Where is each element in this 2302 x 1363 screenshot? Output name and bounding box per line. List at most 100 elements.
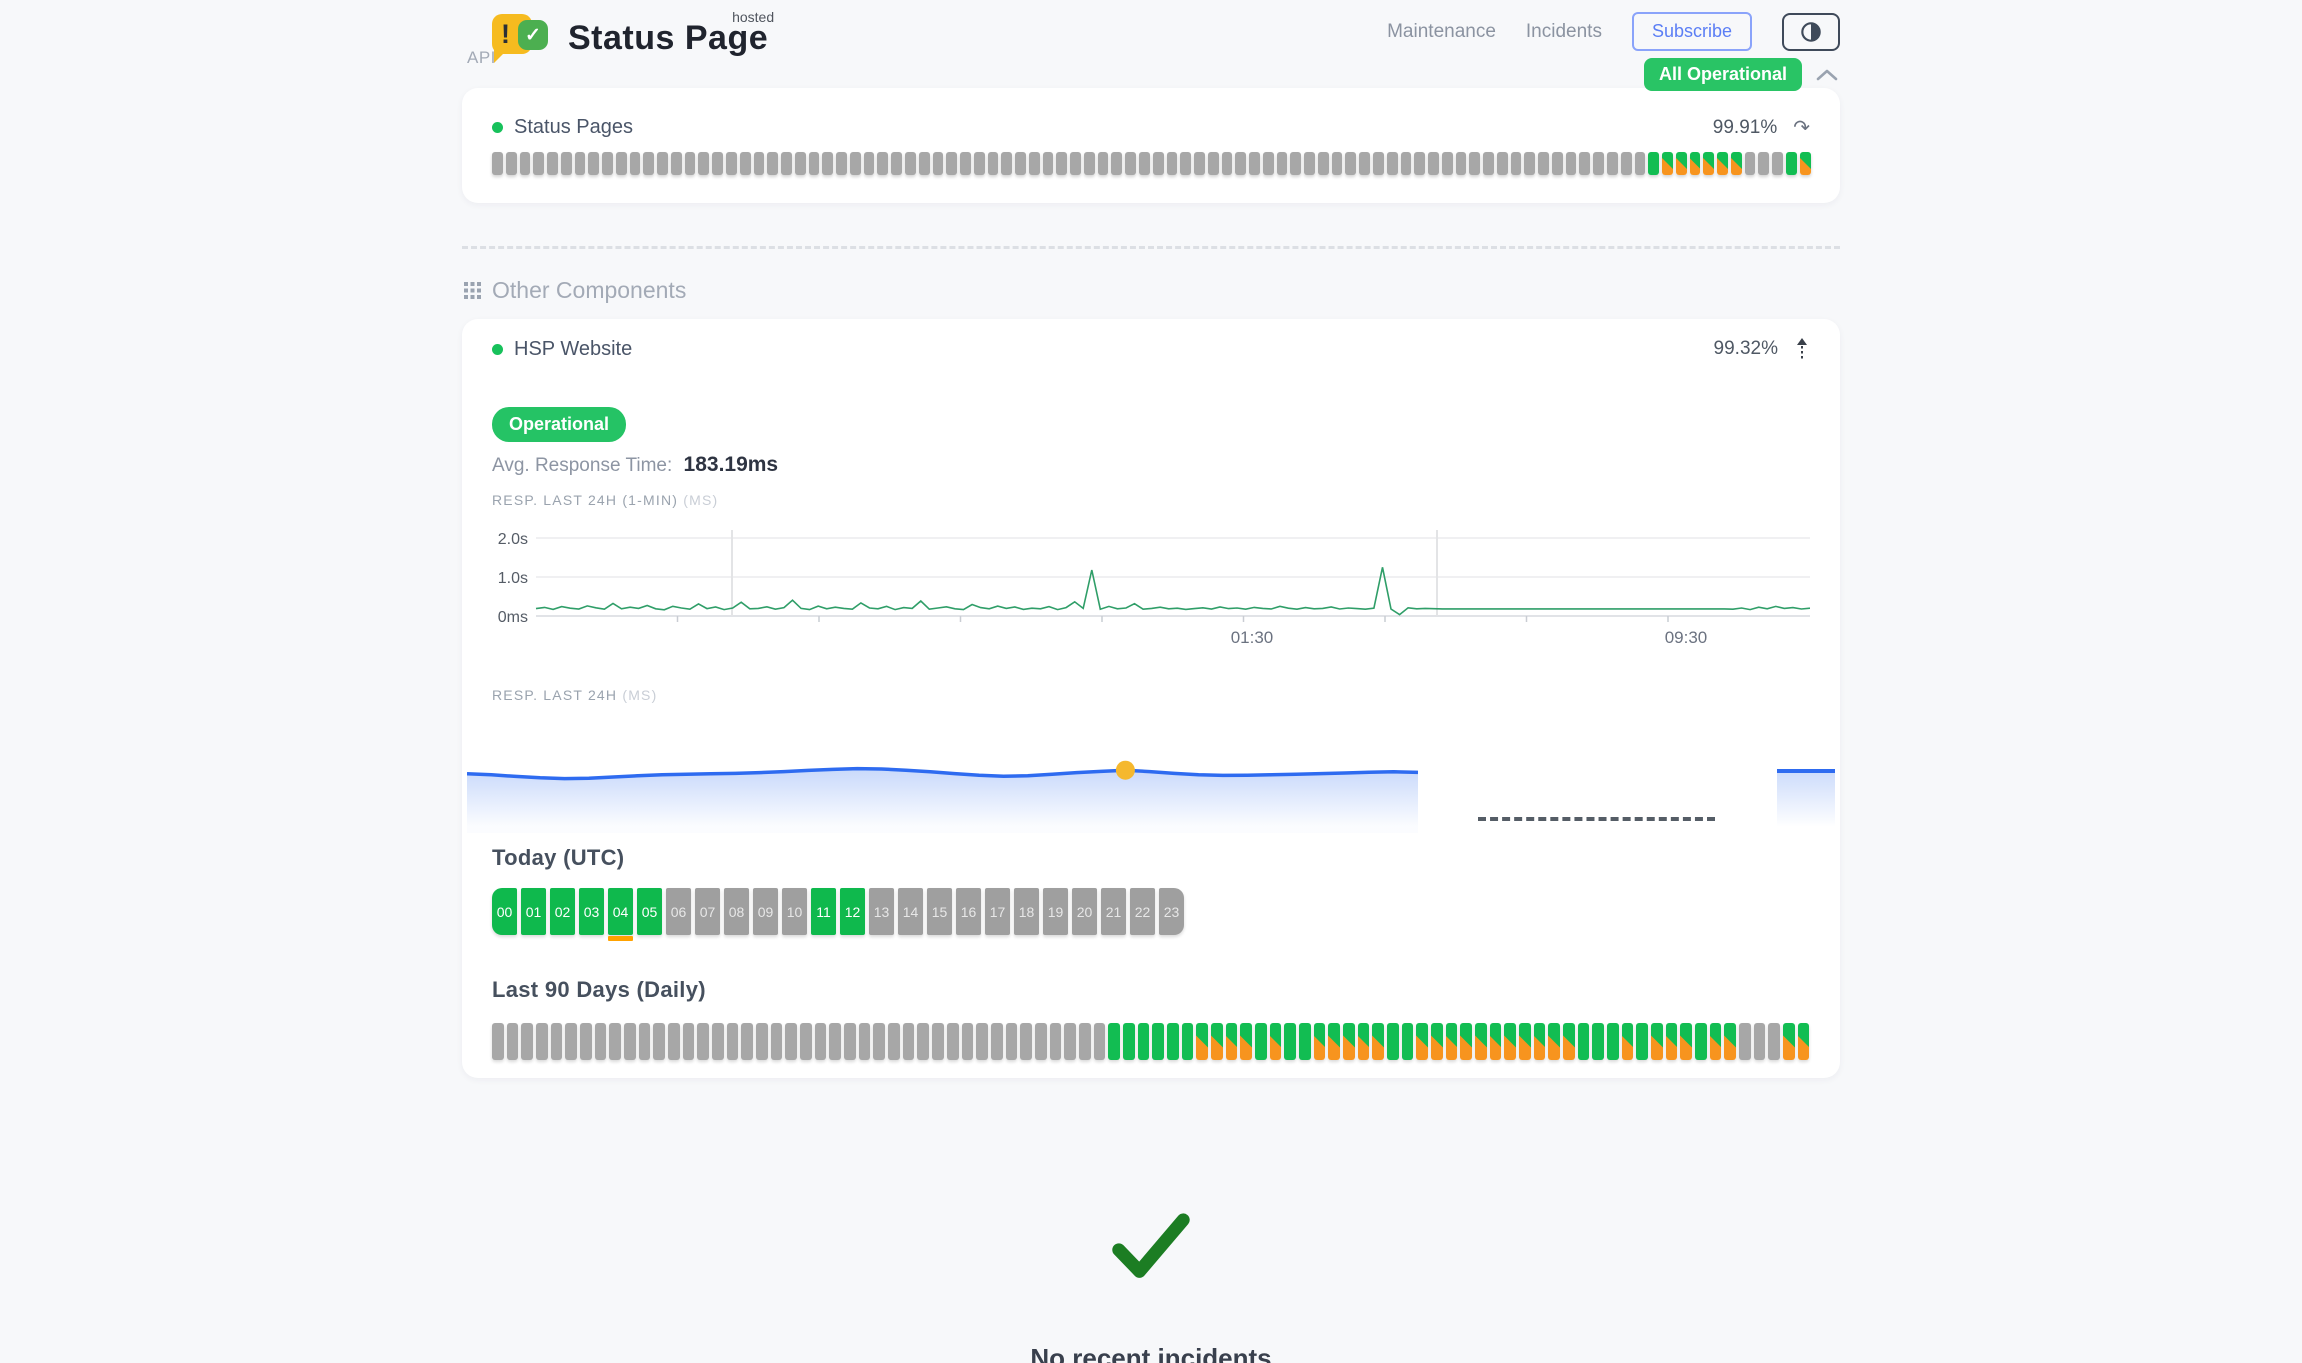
uptime-bar[interactable] <box>1797 1023 1810 1060</box>
hour-block-12[interactable]: 12 <box>840 888 865 935</box>
uptime-bar[interactable] <box>1695 1023 1707 1060</box>
subscribe-button[interactable]: Subscribe <box>1631 12 1752 51</box>
uptime-bar[interactable] <box>946 1023 959 1060</box>
uptime-bar[interactable] <box>1262 152 1274 175</box>
uptime-bar[interactable] <box>1015 152 1026 175</box>
uptime-bar[interactable] <box>808 152 820 175</box>
uptime-bar[interactable] <box>1504 1023 1517 1060</box>
chevron-up-icon[interactable] <box>1814 66 1840 84</box>
uptime-bar[interactable] <box>844 1023 856 1060</box>
uptime-bar[interactable] <box>492 152 503 175</box>
uptime-bar[interactable] <box>918 152 930 175</box>
uptime-bar[interactable] <box>1304 152 1315 175</box>
hour-block-06[interactable]: 06 <box>666 888 691 935</box>
uptime-bar[interactable] <box>1235 152 1247 175</box>
uptime-bar[interactable] <box>1709 1023 1722 1060</box>
uptime-bar[interactable] <box>1083 152 1095 175</box>
uptime-bar[interactable] <box>726 1023 739 1060</box>
uptime-bar[interactable] <box>1445 1023 1458 1060</box>
uptime-bar[interactable] <box>629 152 641 175</box>
refresh-icon[interactable]: ↷ <box>1793 116 1810 139</box>
uptime-bar[interactable] <box>1269 1023 1282 1060</box>
uptime-bar[interactable] <box>1284 1023 1296 1060</box>
uptime-bar[interactable] <box>1577 1023 1590 1060</box>
uptime-bar[interactable] <box>609 1023 622 1060</box>
uptime-bar[interactable] <box>1342 1023 1355 1060</box>
hour-block-17[interactable]: 17 <box>985 888 1010 935</box>
uptime-bar[interactable] <box>960 152 971 175</box>
uptime-bar[interactable] <box>1254 1023 1267 1060</box>
uptime-bar[interactable] <box>1483 152 1494 175</box>
uptime-bar[interactable] <box>550 1023 563 1060</box>
uptime-bar[interactable] <box>712 1023 724 1060</box>
uptime-bar[interactable] <box>902 1023 915 1060</box>
uptime-bar[interactable] <box>1651 1023 1663 1060</box>
hour-block-00[interactable]: 00 <box>492 888 517 935</box>
uptime-bar[interactable] <box>1345 152 1357 175</box>
uptime-bar[interactable] <box>565 1023 578 1060</box>
uptime-bar[interactable] <box>1240 1023 1252 1060</box>
theme-toggle-button[interactable] <box>1782 12 1840 51</box>
nav-link-incidents[interactable]: Incidents <box>1525 20 1602 42</box>
uptime-bar[interactable] <box>1460 1023 1473 1060</box>
uptime-bar[interactable] <box>1328 1023 1340 1060</box>
uptime-bar[interactable] <box>1317 152 1329 175</box>
hour-block-08[interactable]: 08 <box>724 888 749 935</box>
uptime-bar[interactable] <box>1386 1023 1399 1060</box>
uptime-bar[interactable] <box>505 152 517 175</box>
uptime-bar[interactable] <box>536 1023 548 1060</box>
uptime-bar[interactable] <box>1524 152 1536 175</box>
hour-block-04[interactable]: 04 <box>608 888 633 941</box>
uptime-bar[interactable] <box>1331 152 1343 175</box>
uptime-bar[interactable] <box>1097 152 1109 175</box>
uptime-bar[interactable] <box>1111 152 1123 175</box>
uptime-bar[interactable] <box>814 1023 827 1060</box>
uptime-bar[interactable] <box>653 1023 666 1060</box>
uptime-bar[interactable] <box>836 152 847 175</box>
hour-block-16[interactable]: 16 <box>956 888 981 935</box>
uptime-bar[interactable] <box>1064 1023 1076 1060</box>
uptime-bar[interactable] <box>1122 1023 1135 1060</box>
uptime-bar[interactable] <box>1680 1023 1693 1060</box>
uptime-bar[interactable] <box>904 152 916 175</box>
uptime-bar[interactable] <box>1565 152 1577 175</box>
uptime-bar[interactable] <box>990 1023 1003 1060</box>
uptime-bar[interactable] <box>1152 152 1164 175</box>
uptime-bar[interactable] <box>781 152 792 175</box>
uptime-bar[interactable] <box>1519 1023 1531 1060</box>
uptime-bar[interactable] <box>770 1023 783 1060</box>
uptime-bar[interactable] <box>638 1023 651 1060</box>
uptime-bar[interactable] <box>1648 152 1660 175</box>
uptime-bar[interactable] <box>829 1023 842 1060</box>
uptime-bar[interactable] <box>739 152 751 175</box>
uptime-bar[interactable] <box>1592 1023 1605 1060</box>
uptime-bar[interactable] <box>1768 1023 1781 1060</box>
uptime-bar[interactable] <box>987 152 999 175</box>
uptime-bar[interactable] <box>1428 152 1439 175</box>
uptime-bar[interactable] <box>643 152 655 175</box>
hour-block-20[interactable]: 20 <box>1072 888 1097 935</box>
uptime-bar[interactable] <box>1455 152 1467 175</box>
uptime-bar[interactable] <box>1414 152 1426 175</box>
uptime-bar[interactable] <box>1758 152 1770 175</box>
hour-block-14[interactable]: 14 <box>898 888 923 935</box>
uptime-bar[interactable] <box>1108 1023 1120 1060</box>
uptime-bar[interactable] <box>877 152 889 175</box>
uptime-bar[interactable] <box>858 1023 871 1060</box>
uptime-bar[interactable] <box>726 152 737 175</box>
uptime-bar[interactable] <box>917 1023 930 1060</box>
uptime-bar[interactable] <box>1070 152 1081 175</box>
uptime-bar[interactable] <box>657 152 668 175</box>
uptime-bar[interactable] <box>1607 152 1618 175</box>
uptime-bar[interactable] <box>560 152 572 175</box>
uptime-bar[interactable] <box>533 152 545 175</box>
uptime-bar[interactable] <box>1416 1023 1428 1060</box>
uptime-bar[interactable] <box>697 1023 710 1060</box>
uptime-bar[interactable] <box>973 152 985 175</box>
uptime-bar[interactable] <box>1313 1023 1326 1060</box>
hour-block-10[interactable]: 10 <box>782 888 807 935</box>
hour-block-09[interactable]: 09 <box>753 888 778 935</box>
uptime-bar[interactable] <box>1475 1023 1487 1060</box>
hour-block-02[interactable]: 02 <box>550 888 575 935</box>
uptime-bar[interactable] <box>961 1023 974 1060</box>
